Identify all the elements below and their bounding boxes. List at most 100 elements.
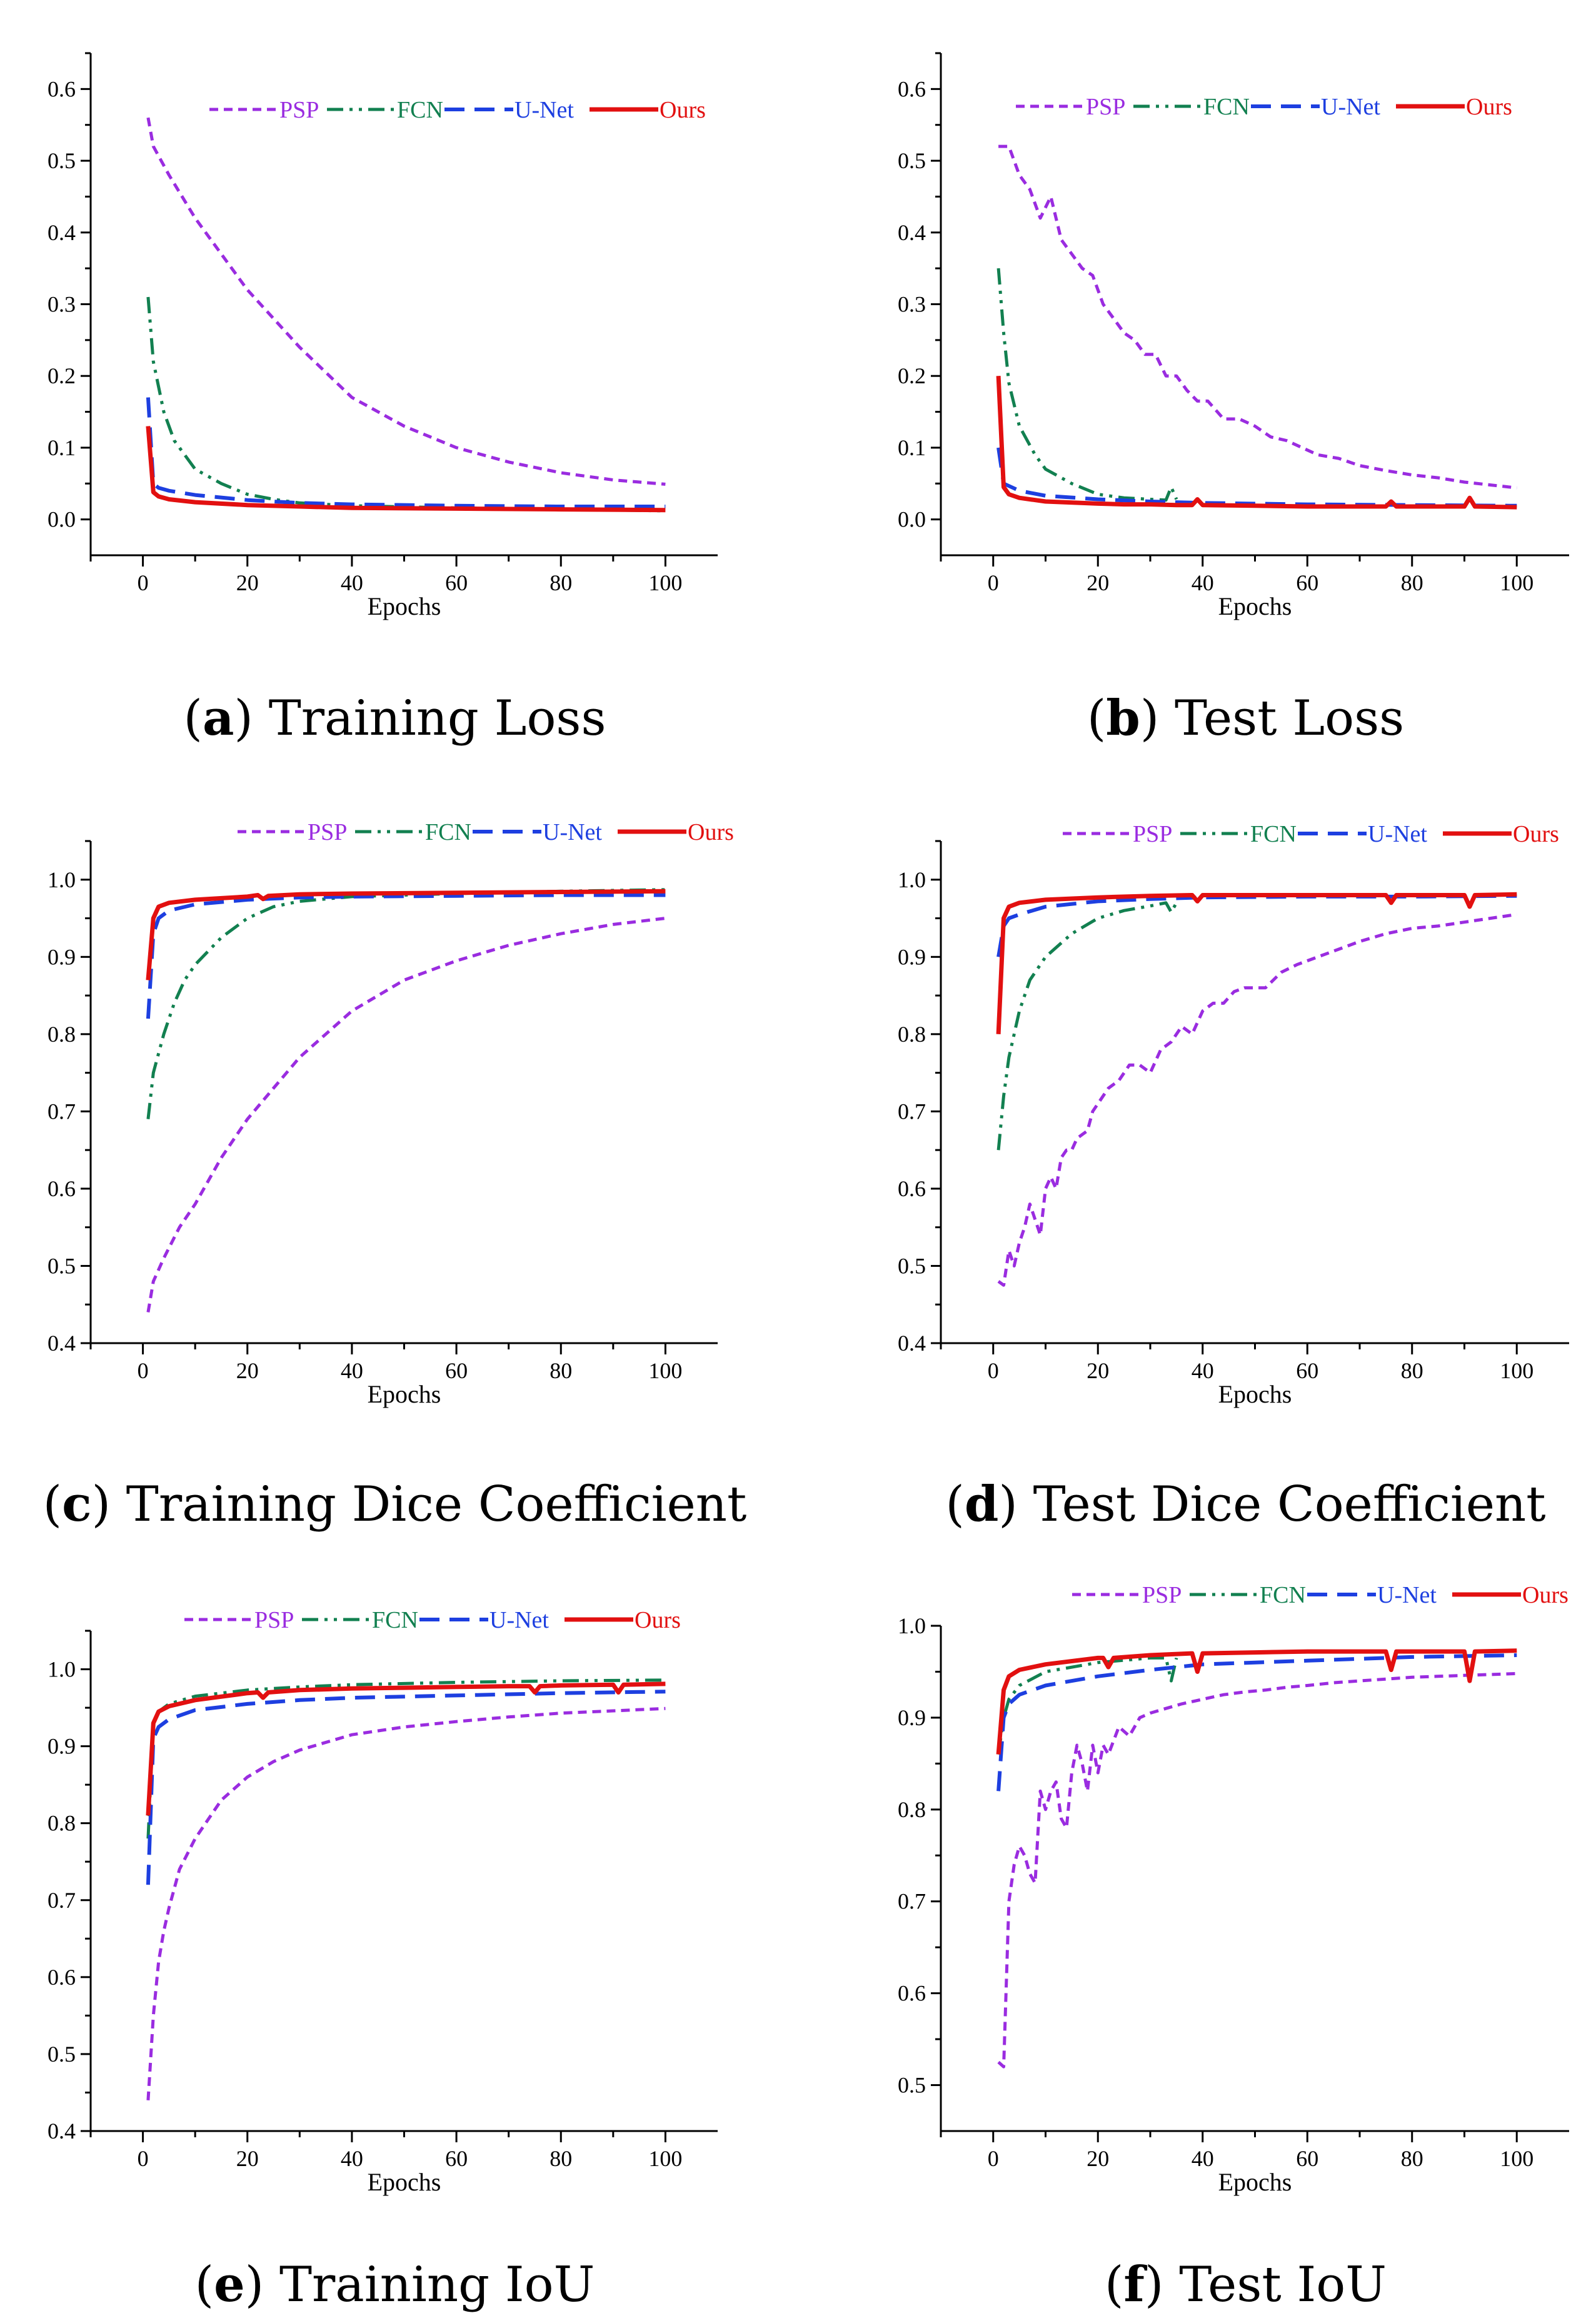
legend: PSP FCN U-Net Ours: [1016, 94, 1512, 120]
x-tick-label: 60: [1296, 1358, 1318, 1383]
y-tick-label: 0.9: [48, 1734, 76, 1759]
x-axis-title: Epochs: [368, 1380, 441, 1408]
y-tick-label: 0.1: [898, 435, 926, 460]
x-tick-label: 0: [138, 1358, 149, 1383]
series-line-fcn: [996, 268, 1178, 502]
panel-caption: (d) Test Dice Coefficient: [945, 1476, 1545, 1533]
caption-text: Training Dice Coefficient: [126, 1476, 747, 1533]
x-tick-label: 80: [550, 570, 572, 595]
caption-paren-open: (: [945, 1476, 964, 1533]
y-tick-label: 0.3: [898, 292, 926, 317]
caption-paren-close: ): [92, 1476, 126, 1533]
y-tick-label: 1.0: [48, 1657, 76, 1682]
panel-caption: (e) Training IoU: [195, 2256, 595, 2313]
legend: PSP FCN U-Net Ours: [238, 819, 734, 845]
y-tick-label: 0.7: [898, 1889, 926, 1914]
y-tick-label: 0.5: [898, 2073, 926, 2098]
y-tick-label: 1.0: [48, 867, 76, 892]
x-tick-label: 40: [341, 570, 363, 595]
y-tick-label: 0.6: [48, 76, 76, 101]
y-tick-label: 0.8: [898, 1797, 926, 1822]
y-tick-label: 0.4: [48, 2119, 76, 2144]
chart-panel-e: 0 20 40 60 80 100 0.4 0.5 0.6 0.7 0.8 0.9 1.0 Epochs P…: [48, 1607, 718, 2313]
caption-letter: b: [1106, 690, 1140, 747]
legend-label: Ours: [1513, 821, 1559, 847]
legend-label: FCN: [1203, 94, 1250, 120]
x-tick-label: 40: [1192, 570, 1214, 595]
caption-letter: d: [965, 1476, 999, 1533]
caption-paren-close: ): [1140, 690, 1175, 747]
caption-letter: c: [62, 1476, 92, 1533]
x-tick-label: 20: [1087, 2146, 1109, 2171]
x-tick-label: 80: [1401, 1358, 1423, 1383]
series-line-psp: [146, 1706, 666, 2100]
x-tick-label: 0: [138, 2146, 149, 2171]
legend-label: FCN: [425, 819, 471, 845]
x-tick-label: 60: [1296, 2146, 1318, 2171]
y-tick-label: 0.5: [48, 2042, 76, 2067]
y-tick-label: 0.6: [898, 1176, 926, 1201]
series-line-ours: [146, 1681, 666, 1816]
caption-text: Test Dice Coefficient: [1033, 1476, 1546, 1533]
legend-label: PSP: [1133, 821, 1172, 847]
caption-letter: e: [214, 2256, 245, 2313]
panel-caption: (c) Training Dice Coefficient: [43, 1476, 747, 1533]
x-tick-label: 0: [988, 2146, 999, 2171]
caption-paren-open: (: [184, 690, 203, 747]
y-tick-label: 0.5: [898, 148, 926, 173]
y-tick-label: 0.0: [48, 507, 76, 532]
y-tick-label: 0.0: [898, 507, 926, 532]
caption-paren-close: ): [245, 2257, 279, 2313]
y-tick-label: 0.7: [48, 1099, 76, 1124]
x-axis-title: Epochs: [368, 2168, 441, 2196]
legend-label: U-Net: [1368, 821, 1427, 847]
y-tick-label: 0.5: [898, 1253, 926, 1278]
x-tick-label: 60: [1296, 570, 1318, 595]
panel-caption: (f) Test IoU: [1105, 2256, 1387, 2313]
legend-label: U-Net: [514, 97, 574, 123]
x-tick-label: 60: [445, 2146, 468, 2171]
x-tick-label: 80: [1401, 2146, 1423, 2171]
caption-text: Test Loss: [1175, 690, 1404, 747]
x-tick-label: 20: [236, 570, 259, 595]
y-tick-label: 0.5: [48, 148, 76, 173]
caption-paren-close: ): [998, 1476, 1033, 1533]
x-tick-label: 100: [1500, 2146, 1533, 2171]
x-tick-label: 20: [1087, 570, 1109, 595]
x-tick-label: 0: [138, 570, 149, 595]
caption-letter: f: [1123, 2256, 1147, 2313]
y-tick-label: 0.3: [48, 292, 76, 317]
x-axis-title: Epochs: [1218, 1380, 1292, 1408]
y-tick-label: 0.9: [898, 944, 926, 969]
legend-label: PSP: [254, 1607, 294, 1633]
series-line-psp: [146, 917, 666, 1313]
panel-caption: (a) Training Loss: [184, 690, 606, 747]
x-tick-label: 40: [1192, 1358, 1214, 1383]
series-line-fcn: [146, 296, 666, 513]
y-tick-label: 0.4: [898, 1331, 926, 1356]
series-line-psp: [997, 912, 1517, 1287]
legend: PSP FCN U-Net Ours: [1063, 821, 1559, 847]
y-tick-label: 0.8: [898, 1022, 926, 1047]
x-tick-label: 40: [1192, 2146, 1214, 2171]
y-tick-label: 0.8: [48, 1022, 76, 1047]
x-tick-label: 60: [445, 570, 468, 595]
caption-paren-close: ): [1145, 2257, 1179, 2313]
x-tick-label: 80: [550, 1358, 572, 1383]
chart-panel-f: 0 20 40 60 80 100 0.5 0.6 0.7 0.8 0.9 1.0 Epochs PSP F…: [898, 1582, 1569, 2313]
series-line-ours: [996, 376, 1517, 510]
y-tick-label: 0.7: [48, 1888, 76, 1913]
caption-text: Training IoU: [279, 2257, 595, 2313]
caption-letter: a: [203, 690, 234, 747]
caption-paren-open: (: [195, 2257, 214, 2313]
legend-label: PSP: [308, 819, 347, 845]
legend-label: Ours: [688, 819, 734, 845]
y-tick-label: 0.1: [48, 435, 76, 460]
legend-label: PSP: [1086, 94, 1125, 120]
y-tick-label: 0.9: [48, 944, 76, 969]
chart-panel-b: 0 20 40 60 80 100 0.0 0.1 0.2 0.3 0.4 0.5 0.6 Epochs P…: [898, 52, 1569, 747]
series-line-ours: [146, 889, 666, 980]
legend-label: Ours: [1466, 94, 1512, 120]
